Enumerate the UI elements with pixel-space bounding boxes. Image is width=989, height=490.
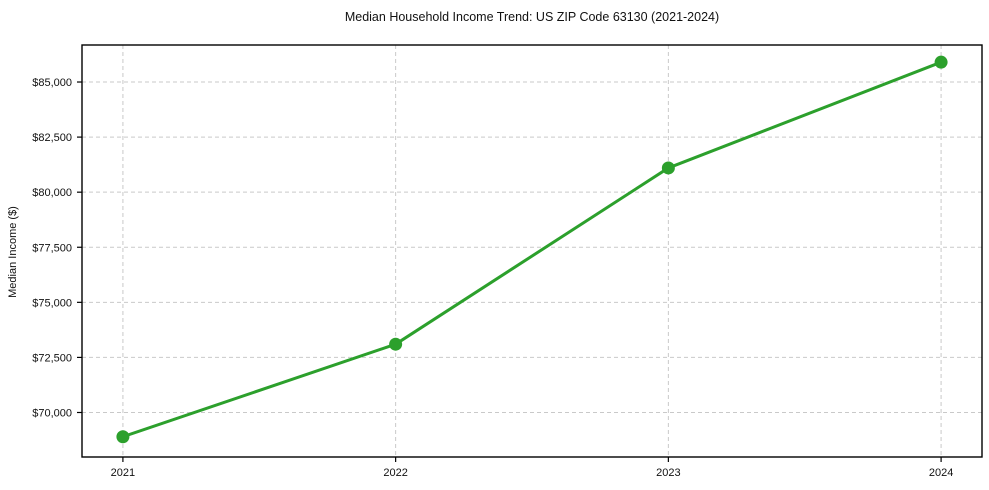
y-tick-label: $75,000 xyxy=(32,297,72,309)
y-tick-label: $77,500 xyxy=(32,242,72,254)
x-tick-label: 2024 xyxy=(929,467,953,479)
data-point-marker xyxy=(116,430,130,444)
y-tick-label: $85,000 xyxy=(32,77,72,89)
data-point-marker xyxy=(661,161,675,175)
chart-title: Median Household Income Trend: US ZIP Co… xyxy=(344,10,720,24)
y-tick-label: $70,000 xyxy=(32,407,72,419)
data-point-marker xyxy=(389,337,403,351)
x-tick-label: 2022 xyxy=(383,467,407,479)
y-tick-label: $72,500 xyxy=(32,352,72,364)
y-tick-label: $82,500 xyxy=(32,132,72,144)
x-tick-label: 2021 xyxy=(111,467,135,479)
data-point-marker xyxy=(934,55,948,69)
plot-border xyxy=(81,44,983,458)
trend-line xyxy=(121,60,943,439)
x-tick-label: 2023 xyxy=(656,467,680,479)
y-tick-label: $80,000 xyxy=(32,187,72,199)
